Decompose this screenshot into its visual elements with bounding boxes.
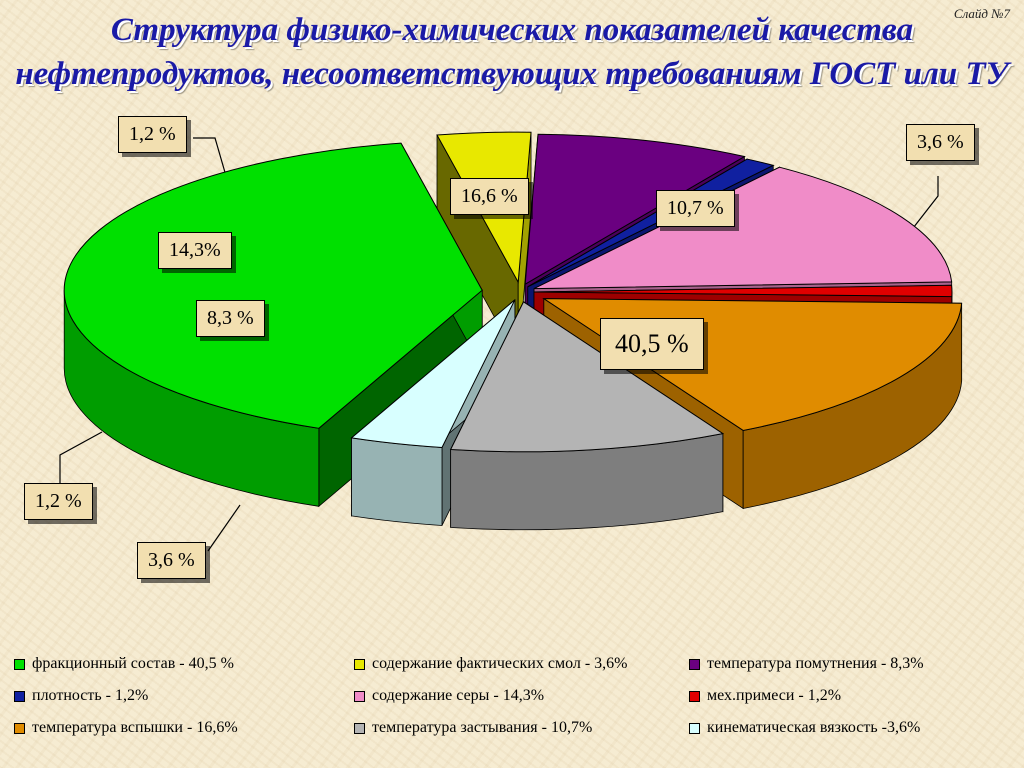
pie-slice-top-8 — [449, 301, 725, 453]
legend-text-2: содержание фактических смол - 3,6% — [372, 655, 628, 672]
legend-item-7: температура вспышки - 16,6% — [14, 719, 354, 737]
data-label-7: 16,6 % — [450, 178, 529, 215]
chart-legend: фракционный состав - 40,5 % содержание фа… — [14, 655, 1014, 737]
pie-slice-top-9 — [350, 299, 516, 448]
legend-swatch-8 — [354, 722, 365, 734]
data-label-4: 1,2 % — [24, 483, 93, 520]
leader-line-9 — [909, 176, 939, 233]
data-label-5: 14,3% — [158, 232, 232, 269]
legend-text-4: плотность - 1,2% — [32, 687, 149, 704]
chart-title: Структура физико-химических показателей … — [0, 8, 1024, 96]
pie-slice-top-6 — [533, 284, 953, 298]
slide-number: Слайд №7 — [953, 6, 1010, 21]
legend-text-5: содержание серы - 14,3% — [372, 687, 545, 704]
data-label-6: 1,2 % — [118, 116, 187, 153]
legend-swatch-2 — [354, 658, 365, 670]
leader-line-2 — [207, 504, 241, 552]
legend-item-9: кинематическая вязкость -3,6% — [689, 719, 1009, 737]
pie-slice-8 — [449, 301, 725, 531]
legend-swatch-3 — [689, 658, 700, 670]
legend-item-8: температура застывания - 10,7% — [354, 719, 689, 737]
legend-item-6: мех.примеси - 1,2% — [689, 687, 1009, 705]
legend-item-3: температура помутнения - 8,3% — [689, 655, 1009, 673]
pie-slice-top-1 — [63, 142, 483, 429]
leader-lines — [59, 137, 939, 552]
leader-line-4 — [59, 431, 103, 483]
data-label-9: 3,6 % — [906, 124, 975, 161]
chart-title-line-2: нефтепродуктов, несоответствующих требов… — [15, 56, 1009, 92]
data-label-2: 3,6 % — [137, 542, 206, 579]
pie-slice-top-5 — [533, 166, 953, 290]
pie-slice-top-3 — [524, 133, 746, 286]
legend-text-7: температура вспышки - 16,6% — [32, 719, 238, 736]
pie-slice-side-9-1 — [351, 437, 443, 526]
legend-swatch-4 — [14, 690, 25, 702]
legend-swatch-7 — [14, 722, 25, 734]
legend-text-8: температура застывания - 10,7% — [372, 719, 593, 736]
legend-item-1: фракционный состав - 40,5 % — [14, 655, 354, 673]
legend-item-2: содержание фактических смол - 3,6% — [354, 655, 689, 673]
legend-swatch-9 — [689, 722, 700, 734]
legend-text-9: кинематическая вязкость -3,6% — [707, 719, 921, 736]
data-label-8: 10,7 % — [656, 190, 735, 227]
legend-text-3: температура помутнения - 8,3% — [707, 655, 924, 672]
data-label-1: 40,5 % — [600, 318, 704, 370]
legend-swatch-1 — [14, 658, 25, 670]
legend-swatch-5 — [354, 690, 365, 702]
data-label-3: 8,3 % — [196, 300, 265, 337]
legend-item-4: плотность - 1,2% — [14, 687, 354, 705]
legend-swatch-6 — [689, 690, 700, 702]
legend-text-1: фракционный состав - 40,5 % — [32, 655, 234, 672]
legend-item-5: содержание серы - 14,3% — [354, 687, 689, 705]
legend-text-6: мех.примеси - 1,2% — [707, 687, 842, 704]
chart-title-line-1: Структура физико-химических показателей … — [110, 12, 914, 48]
